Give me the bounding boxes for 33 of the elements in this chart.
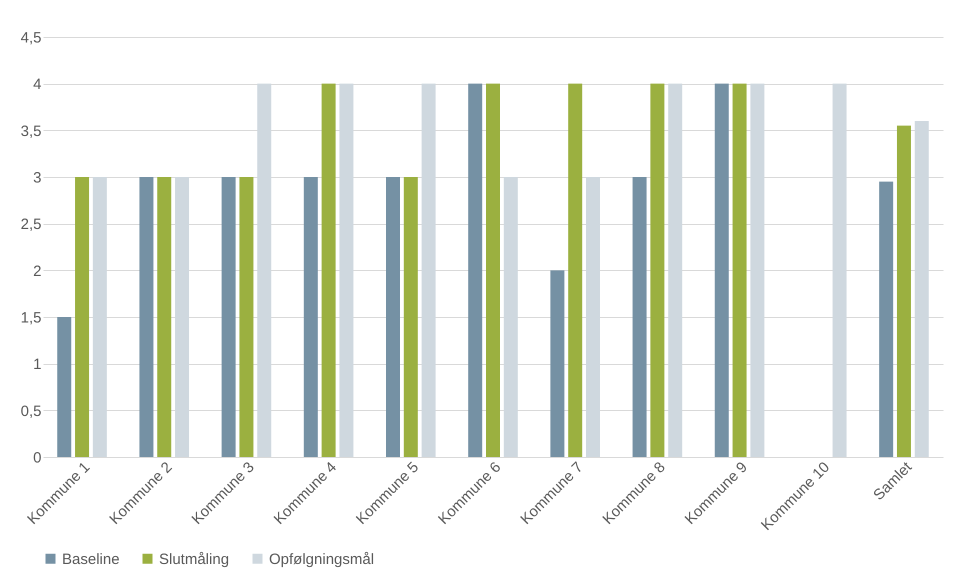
y-tick-label: 0	[33, 450, 42, 466]
legend-label: Opfølgningsmål	[269, 550, 374, 568]
bar	[714, 84, 729, 457]
bar	[322, 84, 336, 457]
bar	[75, 177, 90, 457]
bar	[486, 84, 500, 457]
bar	[139, 177, 154, 457]
bar	[157, 177, 172, 457]
y-tick-label: 2	[33, 262, 42, 280]
bar	[304, 177, 318, 457]
bar	[896, 126, 911, 457]
bar	[404, 177, 418, 457]
bar	[632, 177, 647, 457]
y-tick-label: 0,5	[20, 402, 42, 420]
legend-label: Baseline	[62, 550, 120, 568]
bar	[239, 177, 254, 457]
y-tick-label: 3,5	[20, 122, 42, 140]
bar	[550, 270, 564, 457]
bar	[732, 84, 747, 457]
bar	[222, 177, 236, 457]
y-tick-label: 3	[33, 170, 42, 186]
bar	[386, 177, 400, 457]
y-tick-label: 1,5	[20, 310, 42, 326]
y-tick-label: 1	[33, 356, 42, 374]
bar	[568, 84, 582, 457]
y-tick-label: 4,5	[20, 30, 42, 46]
legend-label: Slutmåling	[159, 550, 230, 568]
bar	[879, 182, 894, 457]
bar	[57, 317, 72, 457]
y-tick-label: 2,5	[20, 216, 42, 234]
bar	[468, 84, 482, 457]
y-tick-label: 4	[33, 76, 42, 94]
bar	[650, 84, 664, 457]
